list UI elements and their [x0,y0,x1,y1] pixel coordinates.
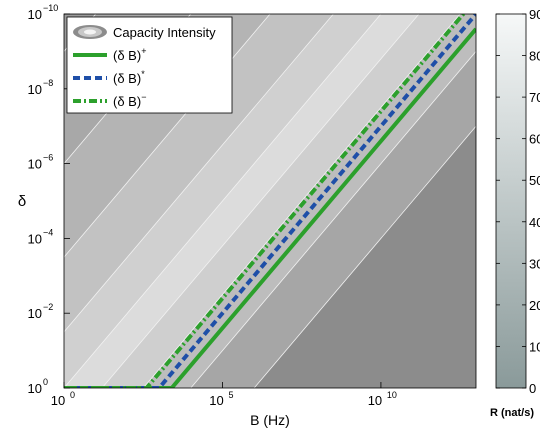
contour-line [142,14,461,388]
x-tick-label: 10 [368,393,382,408]
x-tick-label: 10 [51,393,65,408]
colorbar-tick-label: 70 [529,90,540,105]
y-tick-exponent: −2 [43,302,53,312]
y-tick-label: 10 [28,306,42,321]
legend: Capacity Intensity (δ B)+ (δ B)* (δ B)− [66,16,233,114]
series-line [64,27,476,388]
y-tick-exponent: −4 [43,227,53,237]
legend-label-superscript: − [141,92,146,102]
x-axis-ticks: 10 0 10 5 10 10 [51,382,397,408]
y-tick-exponent: −6 [43,153,53,163]
y-tick-exponent: −8 [43,78,53,88]
legend-label-superscript: + [141,46,146,56]
colorbar-gradient [495,13,527,389]
legend-label: (δ B)+ [113,46,146,63]
x-tick-exponent: 0 [70,390,75,400]
colorbar-label: R (nat/s) [490,407,534,419]
contour-line [253,125,476,388]
colorbar-tick-label: 90 [529,7,540,22]
y-tick-label: 10 [28,82,42,97]
x-tick-label: 10 [209,393,223,408]
x-tick-exponent: 10 [387,390,397,400]
y-axis-label: δ [18,193,26,210]
colorbar-tick-label: 40 [529,215,540,230]
y-tick-label: 10 [28,231,42,246]
colorbar: 0 10 20 30 40 50 60 70 80 90 R (nat/s) [490,7,540,419]
colorbar-tick-label: 30 [529,256,540,271]
contour-line [190,50,476,388]
y-tick-label: 10 [28,157,42,172]
colorbar-tick-label: 10 [529,339,540,354]
contour-line [64,14,334,333]
series-lines [64,14,476,388]
contour-band [143,14,476,388]
x-axis-label: B (Hz) [250,412,290,428]
colorbar-tick-label: 20 [529,298,540,313]
y-tick-exponent: −10 [43,3,58,13]
colorbar-tick-label: 80 [529,49,540,64]
plot-frame [63,13,477,389]
contour-line [64,14,382,388]
legend-label: Capacity Intensity [113,25,216,40]
colorbar-tick-label: 0 [529,381,536,396]
contour-band [64,14,419,388]
legend-contour-swatch [84,29,96,35]
x-tick-exponent: 5 [228,390,233,400]
y-tick-label: 10 [28,7,42,22]
legend-label: (δ B)* [113,69,145,86]
y-tick-exponent: 0 [43,377,48,387]
legend-label-superscript: * [141,69,145,79]
contour-line [101,14,420,388]
legend-label: (δ B)− [113,92,146,109]
y-tick-label: 10 [28,381,42,396]
colorbar-tick-label: 60 [529,132,540,147]
contour-band [102,14,461,388]
colorbar-tick-label: 50 [529,173,540,188]
series-line [64,14,476,388]
series-line [64,14,466,388]
